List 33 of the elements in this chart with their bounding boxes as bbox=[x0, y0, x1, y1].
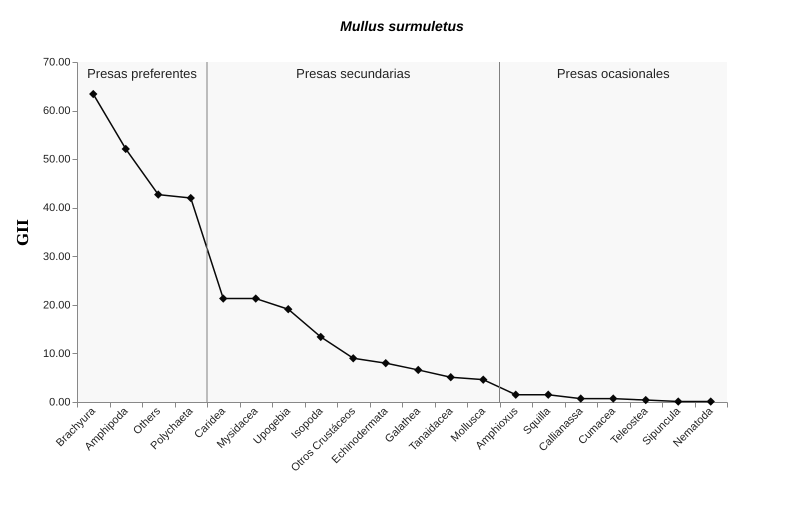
point bbox=[252, 294, 260, 303]
point bbox=[414, 366, 422, 374]
y-tick-label: 60.00 bbox=[42, 105, 70, 118]
point bbox=[382, 358, 390, 368]
point bbox=[479, 375, 488, 384]
point bbox=[219, 294, 228, 303]
y-tick-label: 40.00 bbox=[42, 202, 70, 214]
chart-title: Mullus surmuletus bbox=[340, 18, 464, 34]
band-label: Presas ocasionales bbox=[556, 66, 670, 81]
point bbox=[512, 390, 520, 399]
y-tick-label: 50.00 bbox=[42, 154, 70, 166]
band-label: Presas preferentes bbox=[87, 66, 198, 81]
point bbox=[609, 394, 618, 403]
y-axis-title: GII bbox=[14, 219, 32, 246]
band-label: Presas secundarias bbox=[296, 66, 411, 81]
y-tick-label: 30.00 bbox=[42, 250, 70, 263]
point bbox=[349, 354, 358, 362]
point bbox=[544, 390, 552, 399]
point bbox=[122, 144, 130, 154]
point bbox=[446, 373, 455, 382]
point bbox=[316, 332, 325, 342]
y-tick-label: 10.00 bbox=[42, 348, 70, 360]
point bbox=[284, 305, 292, 314]
point bbox=[674, 397, 682, 406]
point bbox=[576, 394, 585, 403]
y-tick-label: 0.00 bbox=[49, 396, 70, 408]
point bbox=[154, 190, 162, 199]
point bbox=[642, 396, 650, 404]
point bbox=[706, 397, 715, 406]
y-tick-label: 70.00 bbox=[42, 56, 70, 68]
point bbox=[186, 194, 195, 202]
y-tick-label: 20.00 bbox=[42, 299, 70, 312]
point bbox=[89, 90, 98, 98]
